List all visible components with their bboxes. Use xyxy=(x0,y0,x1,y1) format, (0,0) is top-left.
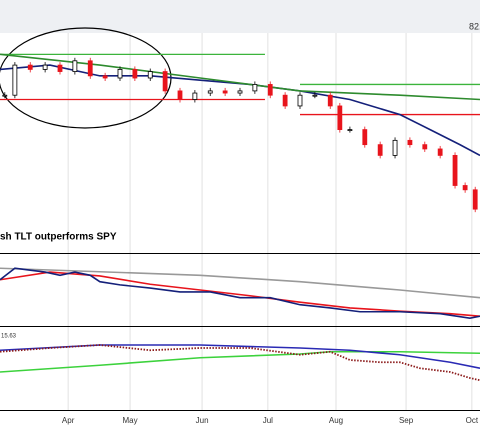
candle-body xyxy=(392,139,398,156)
series-line xyxy=(0,350,480,373)
x-tick-label: Jul xyxy=(263,416,273,425)
x-tick-label: May xyxy=(123,416,138,425)
panel-label: 15.63 xyxy=(1,334,17,340)
candle-body xyxy=(237,90,243,94)
candle-body xyxy=(132,69,138,79)
candle-body xyxy=(362,129,368,146)
candle-body xyxy=(27,64,33,70)
candle-body xyxy=(147,71,153,79)
x-tick-label: Apr xyxy=(62,416,75,425)
candle-body xyxy=(267,84,273,96)
annotation: sh TLT outperforms SPY xyxy=(0,232,117,243)
last-value: 82.6 xyxy=(469,21,480,31)
series-line xyxy=(0,267,480,299)
candle-body xyxy=(297,94,303,107)
series-line xyxy=(0,344,480,370)
candle-body xyxy=(347,129,353,132)
candle-body xyxy=(407,139,413,146)
candle-body xyxy=(282,94,288,107)
candle-body xyxy=(462,185,468,191)
candle-body xyxy=(312,94,318,97)
candle-body xyxy=(252,84,258,92)
candle-body xyxy=(207,90,213,94)
series-line xyxy=(0,267,480,319)
candle-body xyxy=(437,148,443,156)
annotation-ellipse xyxy=(0,27,172,129)
candle-body xyxy=(42,64,48,70)
candle-body xyxy=(472,189,478,210)
candle-body xyxy=(102,75,108,79)
candle-body xyxy=(337,105,343,130)
candle-body xyxy=(222,90,228,94)
series-line xyxy=(0,344,480,382)
candle-body xyxy=(192,92,198,100)
candle-body xyxy=(12,64,18,96)
candle-body xyxy=(452,154,458,186)
candle-body xyxy=(87,60,93,77)
candle-body xyxy=(2,94,8,97)
candle-body xyxy=(57,64,63,72)
candle-body xyxy=(117,69,123,79)
x-tick-label: Sep xyxy=(399,416,414,425)
candle-body xyxy=(72,60,78,72)
candle-body xyxy=(162,71,168,92)
candle-body xyxy=(377,144,383,156)
x-tick-label: Oct xyxy=(466,416,479,425)
x-tick-label: Aug xyxy=(329,416,343,425)
series-line xyxy=(0,53,480,101)
candle-body xyxy=(327,94,333,107)
series-line xyxy=(0,271,480,318)
candle-body xyxy=(177,90,183,100)
candle-body xyxy=(422,144,428,150)
x-tick-label: Jun xyxy=(196,416,209,425)
